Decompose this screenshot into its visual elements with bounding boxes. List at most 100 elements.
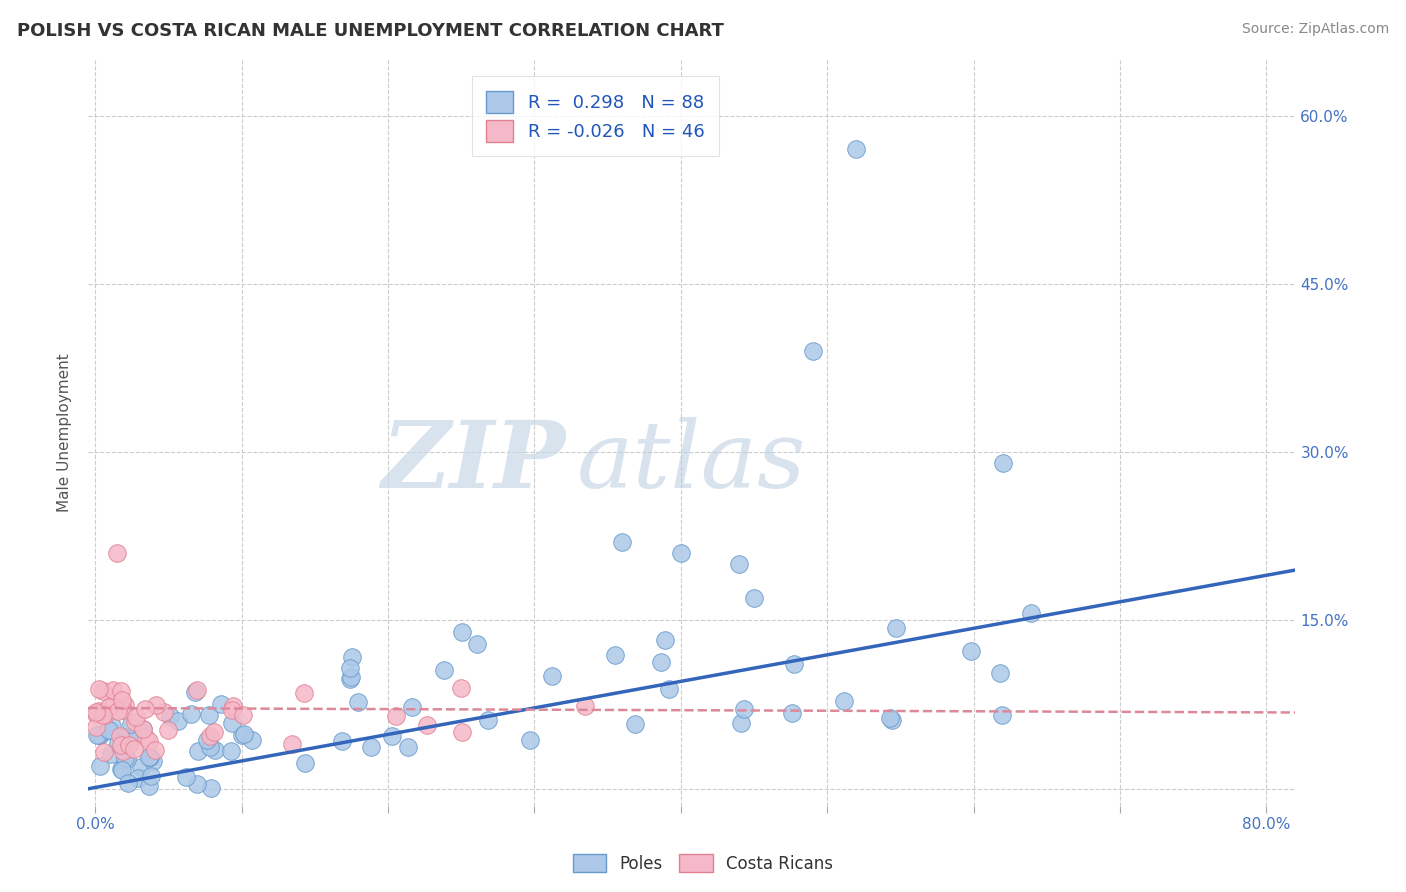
- Point: [186, 683, 208, 698]
- Y-axis label: Male Unemployment: Male Unemployment: [58, 353, 72, 512]
- Point: [222, 698, 245, 713]
- Point: [281, 737, 304, 751]
- Point: [84, 707, 107, 722]
- Point: [360, 740, 382, 755]
- Point: [131, 722, 153, 736]
- Text: POLISH VS COSTA RICAN MALE UNEMPLOYMENT CORRELATION CHART: POLISH VS COSTA RICAN MALE UNEMPLOYMENT …: [17, 22, 724, 40]
- Point: [879, 711, 901, 725]
- Point: [142, 754, 165, 768]
- Point: [145, 698, 167, 712]
- Point: [139, 749, 162, 764]
- Point: [195, 733, 218, 747]
- Point: [200, 729, 222, 743]
- Point: [477, 713, 499, 727]
- Point: [101, 698, 124, 712]
- Point: [114, 698, 136, 712]
- Point: [728, 558, 751, 572]
- Point: [650, 655, 672, 669]
- Point: [107, 736, 129, 750]
- Point: [292, 686, 315, 700]
- Point: [232, 707, 254, 722]
- Point: [233, 727, 256, 741]
- Point: [138, 749, 160, 764]
- Point: [110, 683, 132, 698]
- Point: [94, 708, 117, 723]
- Point: [231, 728, 253, 742]
- Point: [197, 708, 219, 723]
- Point: [221, 716, 243, 731]
- Point: [186, 777, 208, 791]
- Text: Source: ZipAtlas.com: Source: ZipAtlas.com: [1241, 22, 1389, 37]
- Point: [385, 708, 408, 723]
- Legend: Poles, Costa Ricans: Poles, Costa Ricans: [567, 847, 839, 880]
- Point: [834, 694, 856, 708]
- Point: [342, 649, 364, 664]
- Point: [97, 723, 120, 737]
- Point: [89, 758, 111, 772]
- Point: [107, 704, 129, 718]
- Point: [89, 704, 111, 718]
- Point: [432, 663, 454, 677]
- Point: [134, 702, 156, 716]
- Point: [87, 681, 110, 696]
- Point: [882, 714, 904, 728]
- Point: [519, 732, 541, 747]
- Point: [221, 702, 243, 716]
- Point: [167, 714, 190, 728]
- Point: [110, 738, 132, 752]
- Point: [669, 546, 692, 560]
- Point: [209, 698, 232, 712]
- Point: [153, 706, 176, 720]
- Point: [187, 744, 209, 758]
- Point: [127, 771, 149, 785]
- Point: [450, 725, 472, 739]
- Point: [294, 756, 316, 770]
- Point: [111, 703, 134, 717]
- Point: [339, 661, 361, 675]
- Point: [783, 657, 806, 671]
- Point: [204, 743, 226, 757]
- Point: [111, 763, 134, 777]
- Point: [654, 632, 676, 647]
- Point: [91, 684, 114, 698]
- Point: [156, 723, 179, 738]
- Point: [991, 457, 1014, 471]
- Point: [138, 779, 160, 793]
- Point: [396, 740, 419, 755]
- Point: [540, 669, 562, 683]
- Point: [135, 731, 157, 745]
- Point: [139, 768, 162, 782]
- Point: [89, 728, 111, 742]
- Point: [184, 685, 207, 699]
- Point: [450, 681, 472, 695]
- Point: [742, 591, 765, 605]
- Point: [200, 781, 222, 796]
- Point: [884, 621, 907, 635]
- Point: [129, 760, 152, 774]
- Point: [465, 637, 488, 651]
- Point: [143, 743, 166, 757]
- Point: [782, 706, 804, 720]
- Point: [122, 742, 145, 756]
- Point: [101, 718, 124, 732]
- Text: atlas: atlas: [576, 417, 807, 508]
- Point: [401, 699, 423, 714]
- Point: [801, 344, 824, 359]
- Point: [108, 729, 131, 743]
- Point: [111, 744, 134, 758]
- Point: [84, 719, 107, 733]
- Point: [1019, 606, 1042, 620]
- Point: [124, 714, 146, 729]
- Point: [86, 706, 108, 720]
- Point: [117, 775, 139, 789]
- Point: [111, 693, 134, 707]
- Point: [159, 708, 181, 723]
- Point: [574, 698, 596, 713]
- Point: [103, 682, 125, 697]
- Point: [114, 751, 136, 765]
- Point: [658, 682, 681, 697]
- Point: [202, 725, 225, 739]
- Point: [381, 729, 404, 743]
- Point: [107, 546, 129, 560]
- Point: [219, 744, 242, 758]
